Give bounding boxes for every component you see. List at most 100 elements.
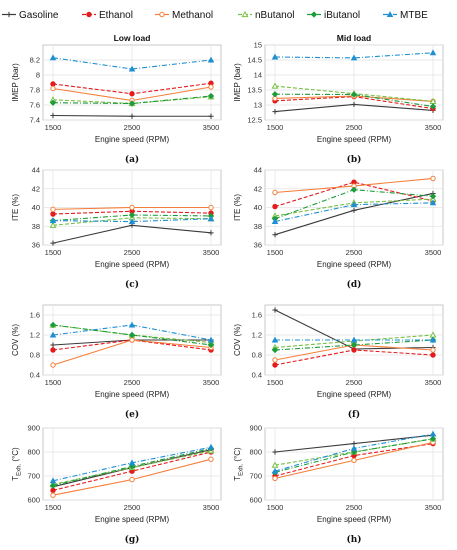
data-point-methanol xyxy=(430,175,436,182)
data-point-gasoline xyxy=(351,207,357,213)
data-point-ethanol xyxy=(430,352,436,358)
data-point-ibutanol xyxy=(128,211,136,219)
x-axis-label: Engine speed (RPM) xyxy=(317,390,392,399)
data-point-ethanol xyxy=(50,211,56,217)
y-tick-label: 36 xyxy=(32,241,40,250)
data-point-gasoline xyxy=(50,342,56,348)
data-point-mtbe xyxy=(128,321,136,328)
y-tick-label: 36 xyxy=(254,241,262,250)
y-tick-label: 44 xyxy=(32,166,40,175)
data-point-methanol xyxy=(208,84,214,90)
y-tick-label: 7.4 xyxy=(30,116,40,125)
x-tick-label: 3500 xyxy=(203,123,220,132)
data-point-methanol xyxy=(272,189,278,196)
data-point-mtbe xyxy=(350,201,358,208)
data-point-ethanol xyxy=(50,487,56,494)
series-line-mtbe xyxy=(52,324,212,341)
data-point-mtbe xyxy=(128,459,136,466)
y-tick-label: 13 xyxy=(254,101,262,110)
data-point-gasoline xyxy=(208,230,214,236)
panel-title: Mid load xyxy=(337,33,371,43)
x-tick-label: 2500 xyxy=(346,378,363,387)
y-tick-label: 44 xyxy=(254,166,262,175)
series-line-mtbe xyxy=(274,52,434,59)
y-tick-label: 800 xyxy=(27,448,40,457)
data-point-ibutanol xyxy=(429,103,437,110)
data-point-mtbe xyxy=(271,336,279,343)
data-point-mtbe xyxy=(207,443,215,450)
data-point-gasoline xyxy=(50,112,56,119)
data-point-mtbe xyxy=(128,65,136,72)
series-line-ibutanol xyxy=(52,95,212,105)
y-tick-label: 40 xyxy=(32,203,40,212)
data-point-ibutanol xyxy=(207,92,215,100)
data-point-mtbe xyxy=(49,331,57,338)
data-point-ibutanol xyxy=(350,341,358,349)
y-tick-label: 0.4 xyxy=(252,371,262,380)
panel-caption: (f) xyxy=(348,409,360,420)
y-tick-label: 600 xyxy=(27,496,40,505)
x-tick-label: 2500 xyxy=(124,248,141,257)
legend-label-ibutanol: iButanol xyxy=(324,10,360,21)
chart-panels: 7.4 7.6 7.8 8 8.2 1500 2500 3500 Low load Engine … xyxy=(11,33,444,545)
y-axis-label: TExh. (°C) xyxy=(233,447,245,481)
panel-a: 7.4 7.6 7.8 8 8.2 1500 2500 3500 Low load Engine … xyxy=(11,33,222,165)
data-point-methanol xyxy=(208,456,214,462)
data-point-mtbe xyxy=(271,467,279,474)
x-axis-label: Engine speed (RPM) xyxy=(95,390,170,399)
data-point-mtbe xyxy=(49,477,57,484)
legend-label-methanol: Methanol xyxy=(172,10,213,21)
data-point-mtbe xyxy=(350,444,358,451)
data-point-methanol xyxy=(129,204,135,211)
data-point-ibutanol xyxy=(49,321,57,329)
data-point-methanol xyxy=(272,475,278,482)
y-axis-label: IMEP (bar) xyxy=(11,63,20,102)
y-tick-label: 1.6 xyxy=(252,311,262,320)
x-tick-label: 1500 xyxy=(267,248,284,257)
y-tick-label: 7.6 xyxy=(30,101,40,110)
x-tick-label: 1500 xyxy=(267,123,284,132)
data-point-mtbe xyxy=(271,53,279,60)
legend-label-mtbe: MTBE xyxy=(400,10,428,21)
y-tick-label: 0.8 xyxy=(252,351,262,360)
y-tick-label: 0.4 xyxy=(30,371,40,380)
y-tick-label: 0.8 xyxy=(30,351,40,360)
panel-title: Low load xyxy=(114,33,151,43)
x-axis-label: Engine speed (RPM) xyxy=(317,515,392,524)
data-point-ibutanol xyxy=(128,331,136,339)
data-point-methanol xyxy=(272,357,278,363)
data-point-gasoline xyxy=(129,113,135,119)
panel-d: 36 38 40 42 44 1500 2500 3500 Engine speed (RPM)… xyxy=(233,166,444,290)
x-tick-label: 3500 xyxy=(203,378,220,387)
data-point-mtbe xyxy=(271,218,279,225)
y-tick-label: 700 xyxy=(27,472,40,481)
y-tick-label: 1.6 xyxy=(30,311,40,320)
data-point-methanol xyxy=(129,337,135,343)
y-tick-label: 42 xyxy=(32,184,40,193)
legend-marker-nbutanol xyxy=(241,10,249,18)
series-line-mtbe xyxy=(52,218,212,223)
legend-label-ethanol: Ethanol xyxy=(99,10,133,21)
data-point-ibutanol xyxy=(49,482,57,489)
y-axis-label: ITE (%) xyxy=(233,194,242,221)
x-tick-label: 3500 xyxy=(203,503,220,512)
y-tick-label: 14 xyxy=(254,71,262,80)
panel-f: 0.4 0.8 1.2 1.6 1500 2500 3500 Engine speed (RP… xyxy=(233,304,444,420)
panel-g: 600 700 800 900 1500 2500 3500 Engine speed (RP… xyxy=(11,424,222,545)
data-point-methanol xyxy=(129,476,135,483)
data-point-nbutanol xyxy=(271,82,279,89)
legend-label-gasoline: Gasoline xyxy=(19,10,59,21)
y-tick-label: 8 xyxy=(36,71,40,80)
data-point-mtbe xyxy=(207,336,215,343)
y-tick-label: 40 xyxy=(254,203,262,212)
data-point-mtbe xyxy=(429,430,437,437)
panel-b: 12.5 13 13.5 14 14.5 15 1500 2500 3500 Mid load En… xyxy=(233,33,444,165)
data-point-gasoline xyxy=(208,113,214,119)
x-axis-label: Engine speed (RPM) xyxy=(317,260,392,269)
x-axis-label: Engine speed (RPM) xyxy=(95,135,170,144)
x-axis-label: Engine speed (RPM) xyxy=(95,515,170,524)
data-point-methanol xyxy=(208,204,214,211)
legend-marker-ibutanol xyxy=(310,11,318,18)
panel-caption: (g) xyxy=(125,534,140,545)
panel-c: 36 38 40 42 44 1500 2500 3500 Engine speed (RPM)… xyxy=(11,166,222,290)
